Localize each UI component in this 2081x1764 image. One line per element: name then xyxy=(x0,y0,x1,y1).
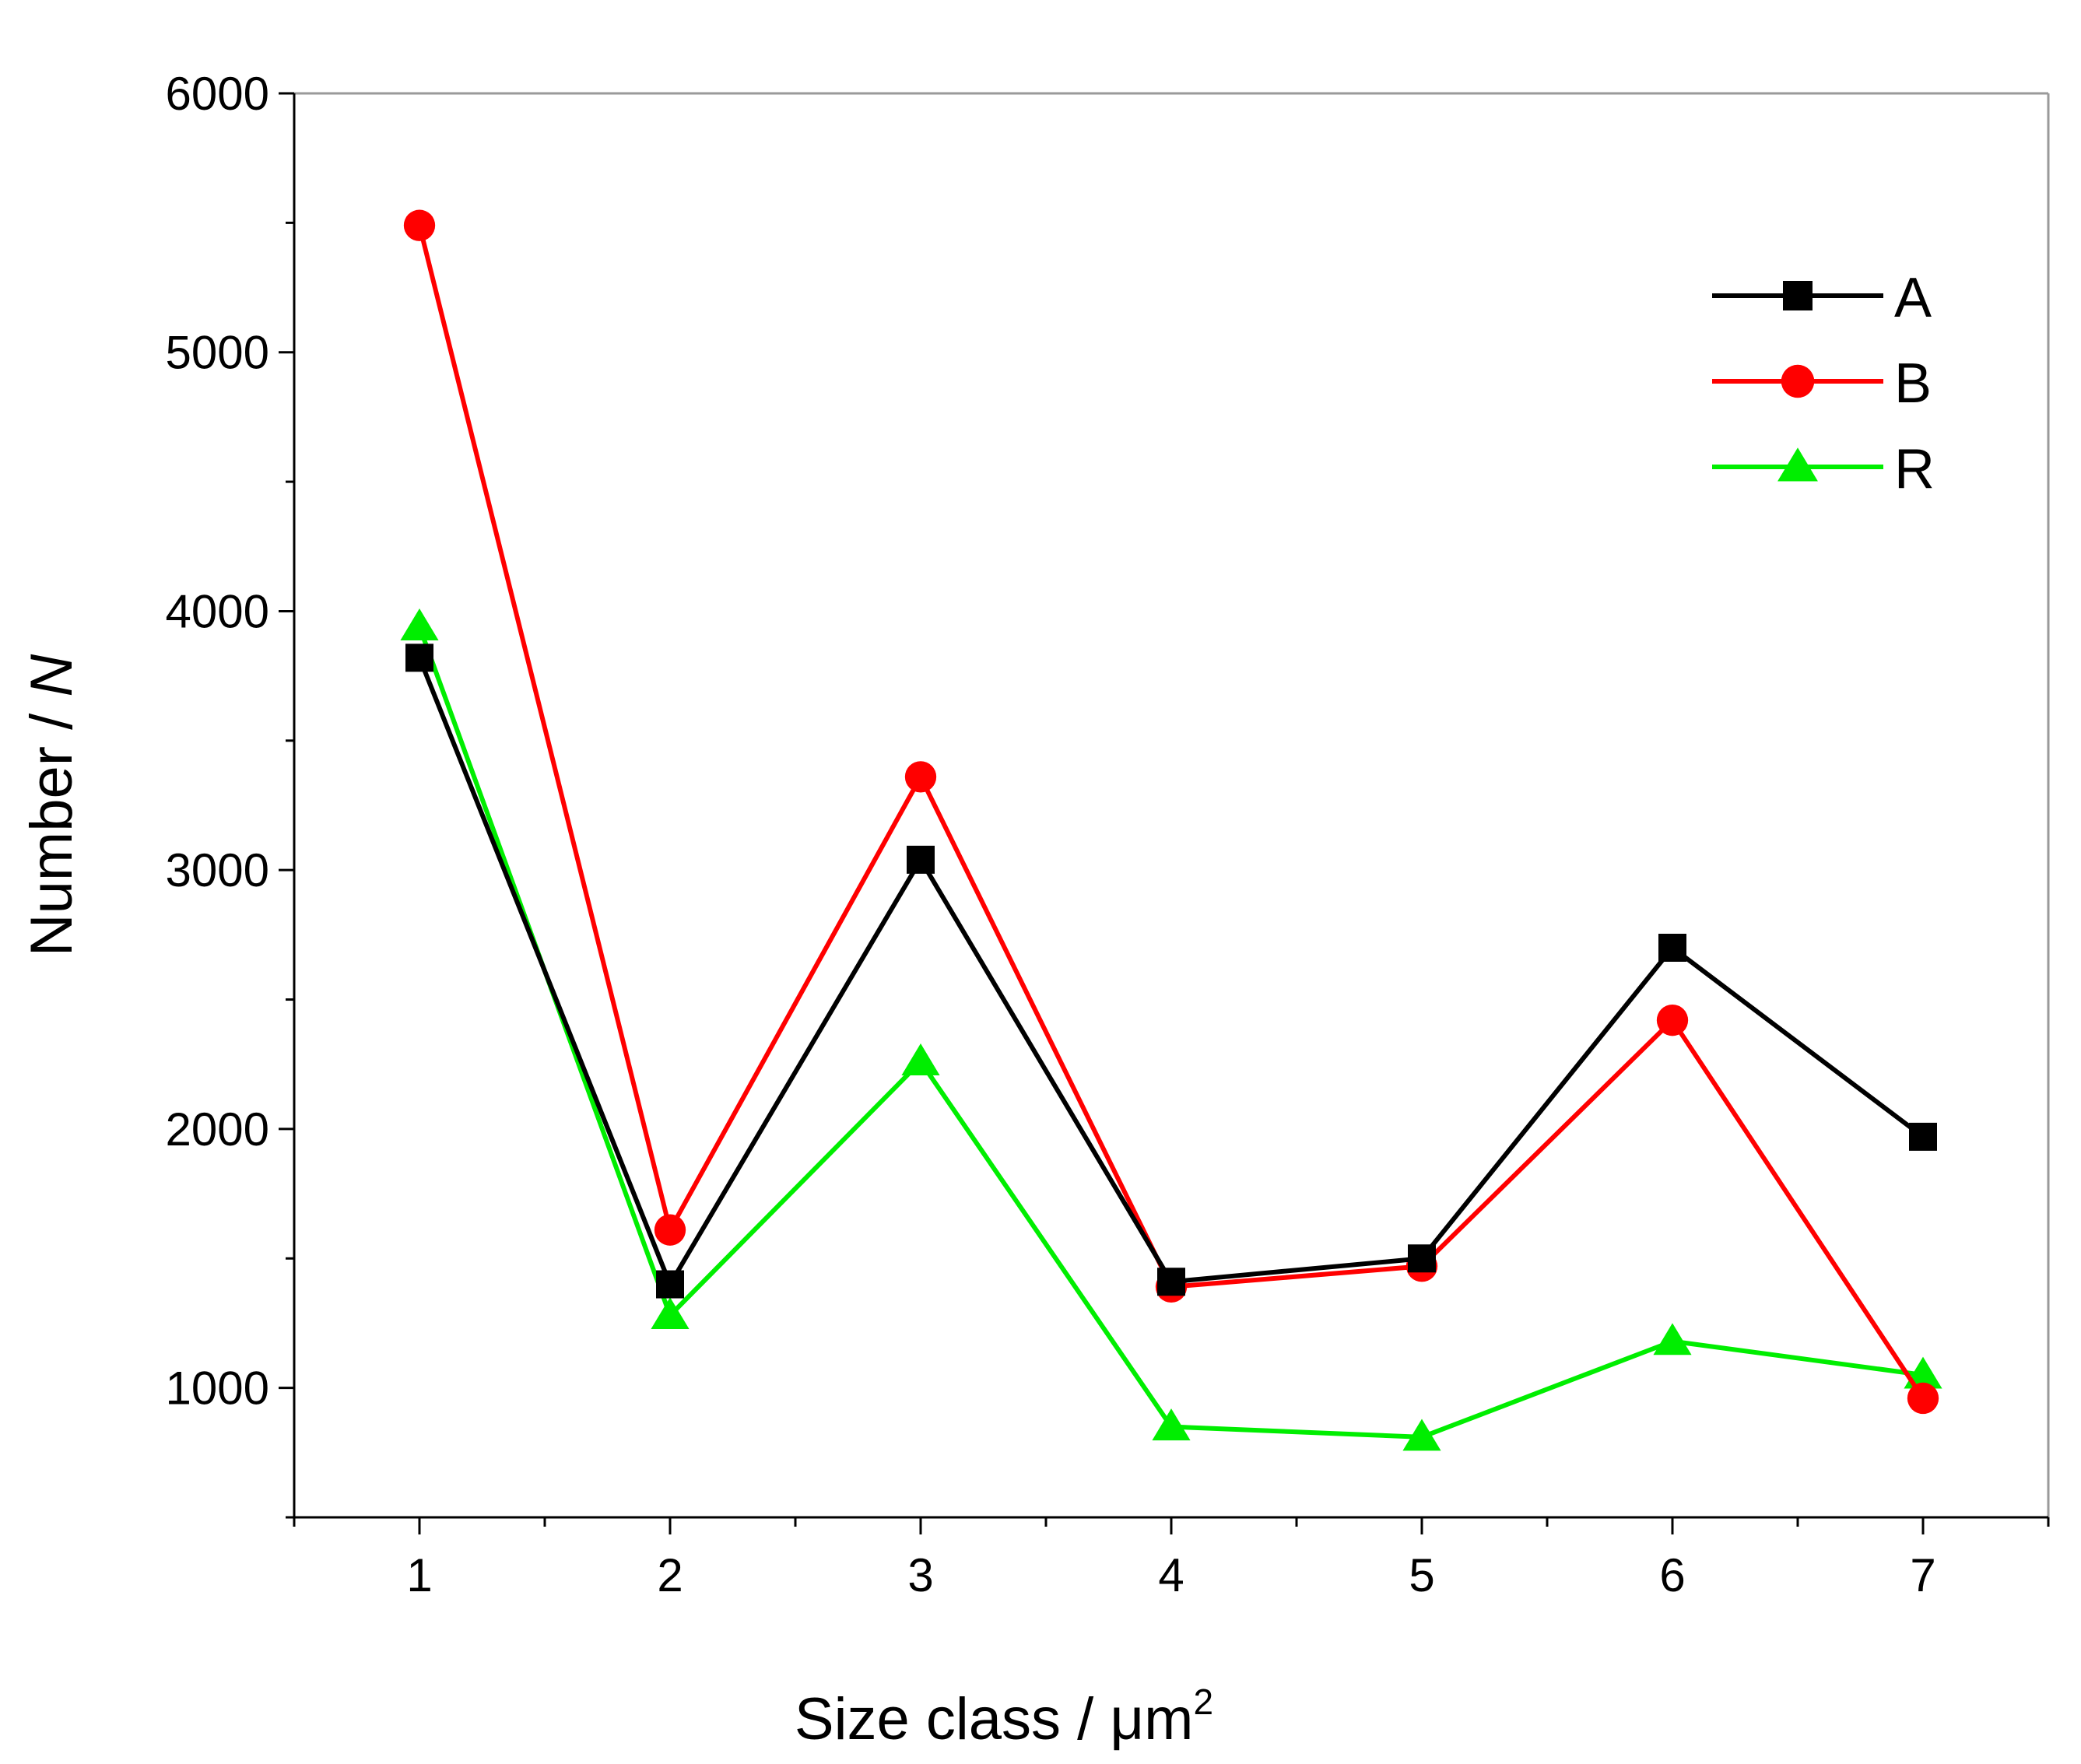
data-point-a xyxy=(1658,934,1686,962)
legend-item-r: R xyxy=(1712,438,1935,500)
y-tick-label: 1000 xyxy=(166,1362,269,1415)
x-tick-label: 1 xyxy=(406,1549,432,1601)
x-axis-title-superscript: 2 xyxy=(1193,1682,1213,1722)
legend-marker xyxy=(1783,281,1813,310)
legend-label: R xyxy=(1894,438,1935,500)
data-point-r xyxy=(1152,1408,1191,1441)
x-tick-label: 4 xyxy=(1158,1549,1184,1601)
x-tick-label: 2 xyxy=(657,1549,683,1601)
series-line-a xyxy=(417,657,1925,1287)
data-point-r xyxy=(1402,1419,1441,1451)
x-axis-title-main: Size class / μm xyxy=(795,1686,1194,1752)
data-point-a xyxy=(1909,1122,1937,1151)
y-tick-label: 6000 xyxy=(166,68,269,120)
y-tick-label: 2000 xyxy=(166,1103,269,1156)
data-series xyxy=(400,209,1942,1451)
y-tick-label: 3000 xyxy=(166,844,269,896)
x-tick-label: 7 xyxy=(1910,1549,1935,1601)
data-point-r xyxy=(400,608,439,640)
legend: ABR xyxy=(1712,267,1935,500)
y-tick-label: 4000 xyxy=(166,585,269,637)
y-tick-label: 5000 xyxy=(166,327,269,379)
data-point-b xyxy=(1656,1005,1689,1036)
data-point-a xyxy=(656,1270,684,1299)
x-tick-label: 5 xyxy=(1409,1549,1434,1601)
data-point-a xyxy=(1157,1268,1185,1296)
data-point-b xyxy=(1907,1382,1939,1415)
data-point-r xyxy=(901,1043,940,1075)
legend-label: A xyxy=(1894,267,1932,329)
series-r xyxy=(400,608,1942,1451)
x-tick-label: 6 xyxy=(1659,1549,1685,1601)
legend-item-a: A xyxy=(1712,267,1932,329)
legend-item-b: B xyxy=(1712,352,1932,415)
data-point-a xyxy=(405,644,433,672)
y-axis-title-italic: N xyxy=(19,654,85,697)
legend-marker xyxy=(1781,364,1815,398)
series-a xyxy=(405,644,1937,1299)
series-b xyxy=(403,209,1939,1415)
x-tick-label: 3 xyxy=(907,1549,933,1601)
x-axis: 1 2 3 4 5 6 7 xyxy=(293,1517,2050,1601)
data-point-b xyxy=(654,1214,686,1246)
legend-label: B xyxy=(1894,352,1932,415)
data-point-r xyxy=(1653,1323,1692,1355)
data-point-b xyxy=(403,209,436,241)
y-axis-title-main: Number / xyxy=(19,697,85,957)
x-axis-title: Size class / μm2 xyxy=(795,1682,1213,1752)
data-point-a xyxy=(1408,1244,1436,1273)
y-axis: 1000 2000 3000 4000 5000 6000 xyxy=(166,68,294,1519)
legend-marker xyxy=(1777,447,1818,482)
data-point-b xyxy=(904,761,937,793)
data-point-a xyxy=(907,845,935,874)
series-line-r xyxy=(417,626,1924,1440)
y-axis-title: Number / N xyxy=(19,654,85,957)
data-point-r xyxy=(651,1297,690,1330)
